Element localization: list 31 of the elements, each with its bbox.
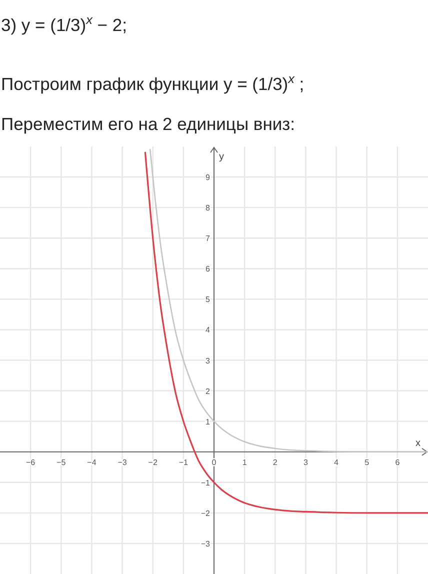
- x-tick-label: 6: [395, 458, 400, 467]
- y-tick-label: −3: [200, 539, 211, 548]
- y-tick-label: 2: [206, 386, 211, 396]
- x-tick-label: −3: [118, 458, 128, 467]
- x-tick-label: −6: [26, 458, 36, 467]
- line-series: [149, 148, 428, 453]
- y-tick-label: 5: [206, 295, 211, 304]
- x-axis-title: x: [416, 438, 420, 449]
- y-tick-label: 9: [206, 173, 211, 182]
- x-tick-label: −5: [56, 458, 66, 467]
- x-tick-label: −2: [148, 458, 158, 467]
- x-tick-label: −4: [87, 458, 97, 467]
- chart-subtitle: Построим график функции y = (1/3)$^{x}$ ;: [1, 72, 304, 94]
- x-tick-label: 4: [334, 458, 340, 467]
- y-tick-label: 6: [206, 264, 211, 274]
- chart-title: 3) y = (1/3)$^{x}$ − 2;: [1, 12, 127, 35]
- y-tick-label: −1: [200, 478, 211, 488]
- y-tick-label: 4: [206, 326, 211, 335]
- x-tick-label: 1: [242, 458, 248, 467]
- x-tick-label: 3: [303, 458, 308, 467]
- text: Переместим его на 2 единицы вниз:: [1, 114, 296, 134]
- line-series: [144, 152, 428, 514]
- y-axis-title: y: [219, 152, 224, 162]
- x-tick-label: 2: [272, 458, 278, 467]
- y-tick-label: 1: [206, 417, 211, 426]
- x-tick-label: 5: [364, 458, 370, 467]
- y-tick-label: 7: [206, 234, 211, 244]
- y-tick-label: 3: [206, 356, 211, 366]
- y-tick-label: −2: [200, 508, 211, 518]
- y-tick-label: 8: [206, 204, 211, 213]
- x-tick-label: −1: [178, 458, 189, 467]
